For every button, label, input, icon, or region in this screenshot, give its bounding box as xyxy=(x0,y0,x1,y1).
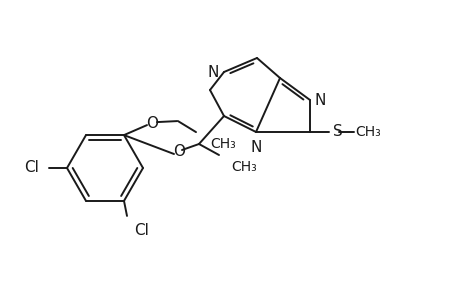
Text: O: O xyxy=(173,145,185,160)
Text: N: N xyxy=(250,140,261,155)
Text: CH₃: CH₃ xyxy=(230,160,256,174)
Text: Cl: Cl xyxy=(24,160,39,175)
Text: N: N xyxy=(207,64,218,80)
Text: CH₃: CH₃ xyxy=(210,137,235,151)
Text: CH₃: CH₃ xyxy=(354,125,380,139)
Text: O: O xyxy=(146,116,157,130)
Text: S: S xyxy=(332,124,342,140)
Text: N: N xyxy=(314,92,326,107)
Text: Cl: Cl xyxy=(134,223,149,238)
